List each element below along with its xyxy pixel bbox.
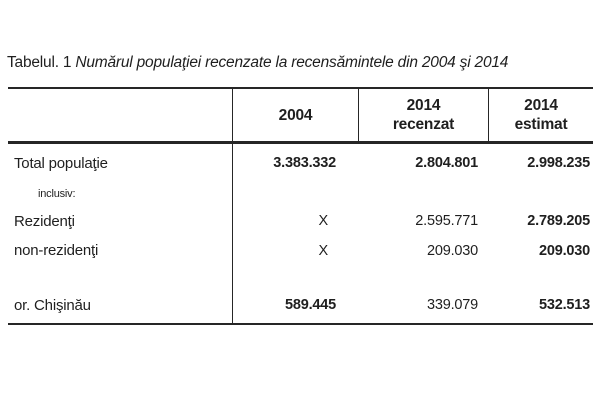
row-spacer-label xyxy=(8,265,232,287)
row-chisinau-2014-estimat: 532.513 xyxy=(538,297,590,313)
row-total-2004: 3.383.332 xyxy=(232,144,358,182)
row-rezidenti-2014-estimat: 2.789.205 xyxy=(527,213,590,229)
population-census-table: 2004 2014 recenzat 2014 estimat Total po… xyxy=(8,87,593,325)
header-2014-recenzat: 2014 recenzat xyxy=(358,89,488,144)
row-rezidenti-2004: X xyxy=(232,206,358,236)
table-caption-title: Numărul populaţiei recenzate la recensăm… xyxy=(75,54,509,71)
row-chisinau-2014-recenzat: 339.079 xyxy=(426,297,478,313)
header-2014-estimat-label: estimat xyxy=(514,116,568,133)
row-inclusiv-2014-recenzat xyxy=(358,182,488,206)
header-2004: 2004 xyxy=(232,89,358,144)
row-rezidenti-2014-recenzat: 2.595.771 xyxy=(415,213,478,229)
header-2014-recenzat-year: 2014 xyxy=(406,97,441,114)
header-2014-estimat: 2014 estimat xyxy=(488,89,593,144)
header-2014-recenzat-label: recenzat xyxy=(392,116,455,133)
row-spacer-2004 xyxy=(232,265,358,287)
row-nonrezidenti-label: non-rezidenţi xyxy=(14,242,99,259)
row-inclusiv-2014-estimat xyxy=(488,182,593,206)
header-label-column xyxy=(8,89,232,144)
row-chisinau-label: or. Chişinău xyxy=(14,296,91,314)
row-total-label: Total populaţie xyxy=(14,154,108,172)
row-rezidenti-label: Rezidenţi xyxy=(14,212,75,230)
header-2014-estimat-year: 2014 xyxy=(524,97,558,114)
row-inclusiv-2004 xyxy=(232,182,358,206)
row-nonrezidenti-2004: X xyxy=(232,236,358,265)
row-nonrezidenti-2014-recenzat: 209.030 xyxy=(426,242,478,259)
row-spacer-2014-estimat xyxy=(488,265,593,287)
row-chisinau-2004: 589.445 xyxy=(232,287,358,323)
table-caption-number: Tabelul. 1 xyxy=(7,54,72,71)
row-total-2014-estimat: 2.998.235 xyxy=(527,155,590,171)
table-caption: Tabelul. 1 Numărul populaţiei recenzate l… xyxy=(7,54,508,72)
row-spacer-2014-recenzat xyxy=(358,265,488,287)
row-total-2014-recenzat: 2.804.801 xyxy=(415,155,478,171)
row-inclusiv-label: inclusiv: xyxy=(38,188,76,200)
row-nonrezidenti-2014-estimat: 209.030 xyxy=(538,242,590,259)
